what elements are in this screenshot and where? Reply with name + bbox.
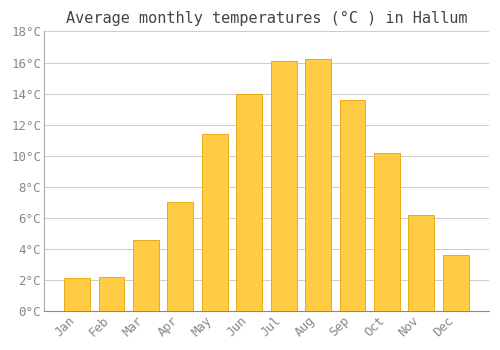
Bar — [133, 239, 159, 311]
Bar — [443, 255, 468, 311]
Bar — [340, 100, 365, 311]
Bar — [168, 202, 193, 311]
Bar — [408, 215, 434, 311]
Bar — [236, 93, 262, 311]
Title: Average monthly temperatures (°C ) in Hallum: Average monthly temperatures (°C ) in Ha… — [66, 11, 467, 26]
Bar — [270, 61, 296, 311]
Bar — [202, 134, 228, 311]
Bar — [374, 153, 400, 311]
Bar — [305, 60, 331, 311]
Bar — [64, 278, 90, 311]
Bar — [98, 277, 124, 311]
